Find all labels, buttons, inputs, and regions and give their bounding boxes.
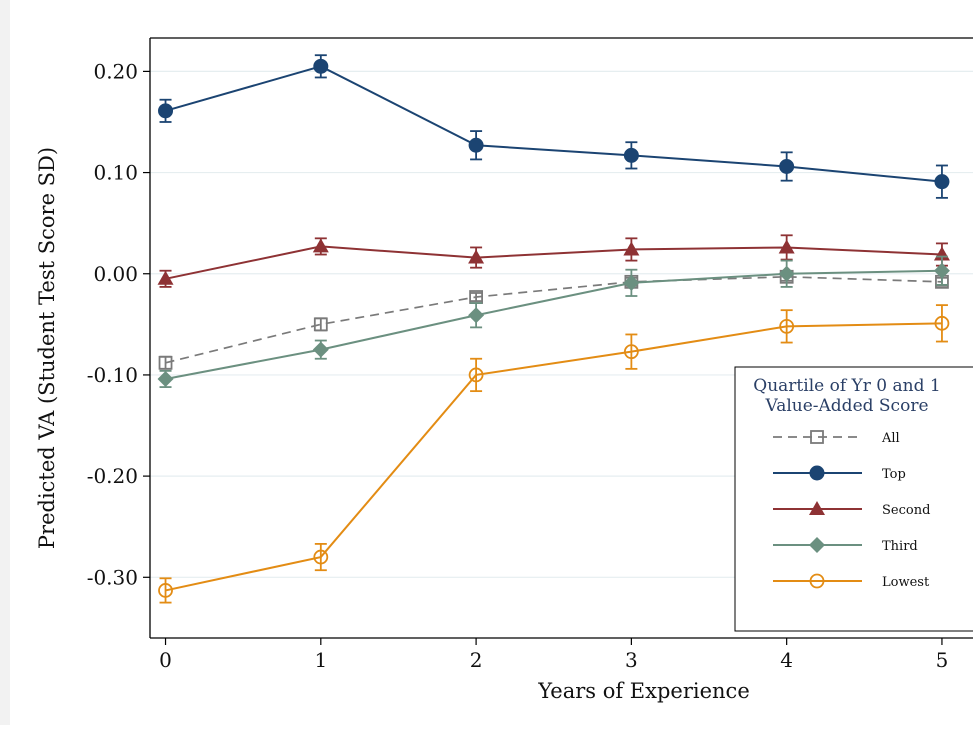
legend-label: Top [882,467,906,482]
legend-title-line2: Value-Added Score [764,396,928,416]
data-point-top [623,147,639,163]
y-axis-label: Predicted VA (Student Test Score SD) [35,147,59,549]
y-tick-label: -0.30 [87,565,138,589]
y-tick-label: 0.10 [93,161,138,185]
series-all [158,269,949,370]
legend-entry-all: All [773,430,900,446]
data-point-third [778,265,795,282]
legend-swatch-marker [809,465,825,481]
legend-title-line1: Quartile of Yr 0 and 1 [753,376,940,396]
data-point-top [779,158,795,174]
series-third [157,255,950,388]
series-line-all [165,275,942,364]
legend-swatch-marker [809,501,825,515]
legend-entry-second: Second [773,501,930,518]
legend-entries: All Top Second Third Lowest [773,430,930,590]
legend-entry-third: Third [773,537,918,554]
legend-swatch-marker [809,573,825,589]
data-point-second [623,241,640,256]
data-point-second [312,238,329,253]
y-tick-label: 0.20 [93,59,138,83]
data-point-second [778,239,795,254]
legend-entry-top: Top [773,465,906,482]
x-tick-label: 3 [625,648,638,672]
x-tick-label: 5 [936,648,949,672]
x-axis-label: Years of Experience [537,679,750,703]
series-line-second [165,245,942,280]
legend-entry-lowest: Lowest [773,573,930,590]
axes-layer [149,37,973,639]
data-point-second [468,249,485,264]
ticks-layer: 0.20 0.10 0.00 -0.10 -0.20 -0.30 0 1 2 3 4 5 [87,59,949,672]
data-point-lowest [623,344,639,360]
data-point-lowest [313,549,329,565]
series-line-lowest [165,322,942,592]
y-tick-label: 0.00 [93,262,138,286]
data-point-second [157,270,174,285]
legend-swatch-marker [809,537,825,553]
data-point-top [934,174,950,190]
legend-swatch-marker [810,430,824,444]
data-point-third [157,370,174,387]
data-point-lowest [779,318,795,334]
data-point-top [158,103,174,119]
data-point-lowest [934,315,950,331]
legend-label: Lowest [882,575,930,590]
data-point-third [312,341,329,358]
series-layer [157,54,950,604]
legend-box [734,366,973,632]
data-point-all [313,317,328,332]
x-tick-label: 0 [159,648,172,672]
legend-label: Second [882,503,930,518]
data-point-third [933,262,950,279]
y-tick-label: -0.20 [87,464,138,488]
series-line-top [165,65,943,183]
data-point-all [158,355,173,370]
series-top [158,54,950,199]
left-margin-strip [0,0,10,725]
x-tick-label: 4 [780,648,793,672]
x-tick-label: 1 [314,648,327,672]
series-line-third [165,269,942,380]
y-tick-label: -0.10 [87,363,138,387]
data-point-lowest [468,367,484,383]
data-point-lowest [158,583,173,598]
series-second [157,234,950,288]
data-point-top [313,58,329,74]
data-point-third [468,307,485,324]
grid-layer [150,70,973,578]
data-point-third [623,274,640,291]
legend-label: All [881,431,900,446]
legend-label: Third [882,539,918,554]
legend: Quartile of Yr 0 and 1 Value-Added Score… [734,366,973,632]
data-point-top [468,137,484,153]
series-lowest [158,304,950,604]
x-tick-label: 2 [470,648,483,672]
